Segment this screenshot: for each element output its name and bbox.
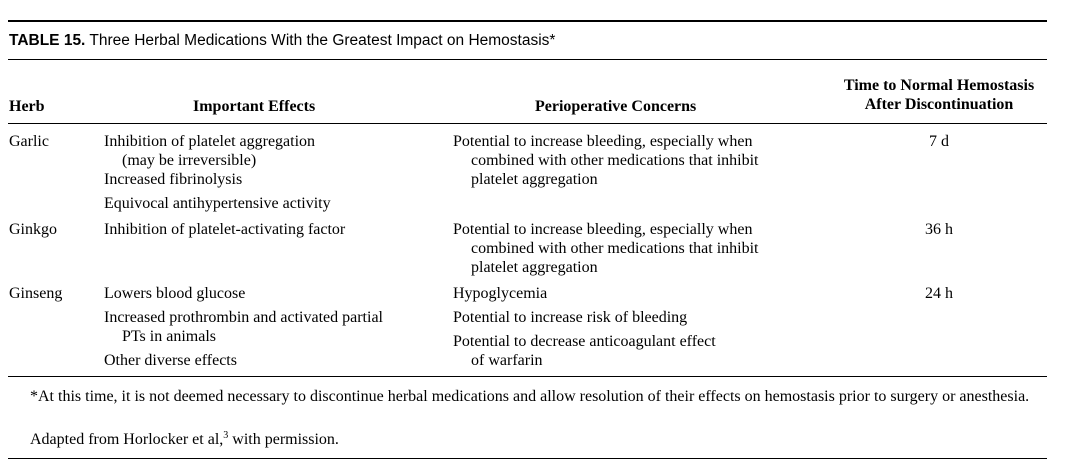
time-garlic: 7 d (929, 133, 949, 150)
table-caption: Three Herbal Medications With the Greate… (89, 32, 556, 49)
herb-name-ginseng: Ginseng (9, 285, 63, 302)
bottom-rule (8, 458, 1047, 459)
effect-item: Lowers blood glucose (104, 285, 246, 302)
footnote-text: *At this time, it is not deemed necessar… (30, 388, 1030, 405)
concern-item-continued: platelet aggregation (471, 259, 598, 276)
effects-garlic: Inhibition of platelet aggregation (may … (104, 132, 331, 213)
header-time-line1: Time to Normal Hemostasis (843, 77, 1035, 94)
concern-item: Potential to increase bleeding, especial… (453, 221, 753, 238)
effect-item: Increased fibrinolysis (104, 171, 243, 188)
top-rule (8, 20, 1047, 22)
concern-item-continued: of warfarin (471, 352, 543, 369)
time-ginkgo: 36 h (925, 221, 953, 238)
source-suffix: with permission. (228, 431, 339, 448)
table-number: TABLE 15. (9, 32, 86, 49)
header-rule (8, 123, 1047, 124)
source-reference: 3 (223, 430, 229, 441)
concern-item-continued: combined with other medications that inh… (471, 152, 759, 169)
table-footnote: *At this time, it is not deemed necessar… (8, 387, 1048, 406)
effect-item-continued: (may be irreversible) (122, 152, 257, 169)
header-effects: Important Effects (193, 98, 316, 115)
source-note: Adapted from Horlocker et al,3 with perm… (30, 430, 339, 449)
concern-item: Potential to increase bleeding, especial… (453, 133, 753, 150)
effect-item: Increased prothrombin and activated part… (104, 309, 383, 326)
title-rule (8, 59, 1047, 60)
herb-name-garlic: Garlic (9, 133, 49, 150)
effects-ginseng: Lowers blood glucose Increased prothromb… (104, 284, 383, 370)
concerns-ginseng: Hypoglycemia Potential to increase risk … (453, 284, 716, 370)
concerns-ginkgo: Potential to increase bleeding, especial… (453, 220, 759, 277)
header-time-line2: After Discontinuation (864, 96, 1014, 113)
concern-item-continued: combined with other medications that inh… (471, 240, 759, 257)
effect-item-continued: PTs in animals (122, 328, 216, 345)
effect-item: Inhibition of platelet-activating factor (104, 221, 346, 238)
herb-name-ginkgo: Ginkgo (9, 221, 57, 238)
effect-item: Inhibition of platelet aggregation (104, 133, 316, 150)
header-concerns: Perioperative Concerns (535, 98, 697, 115)
table-title: TABLE 15. Three Herbal Medications With … (9, 32, 555, 50)
concerns-garlic: Potential to increase bleeding, especial… (453, 132, 759, 189)
header-time: Time to Normal Hemostasis After Disconti… (826, 76, 1052, 114)
concern-item: Potential to increase risk of bleeding (453, 309, 688, 326)
concern-item-continued: platelet aggregation (471, 171, 598, 188)
time-ginseng: 24 h (925, 285, 953, 302)
effects-ginkgo: Inhibition of platelet-activating factor (104, 220, 345, 239)
concern-item: Potential to decrease anticoagulant effe… (453, 333, 716, 350)
effect-item: Other diverse effects (104, 352, 237, 369)
effect-item: Equivocal antihypertensive activity (104, 195, 331, 212)
body-rule (8, 376, 1047, 377)
source-text: Adapted from Horlocker et al, (30, 431, 224, 448)
header-herb: Herb (9, 98, 45, 115)
concern-item: Hypoglycemia (453, 285, 548, 302)
